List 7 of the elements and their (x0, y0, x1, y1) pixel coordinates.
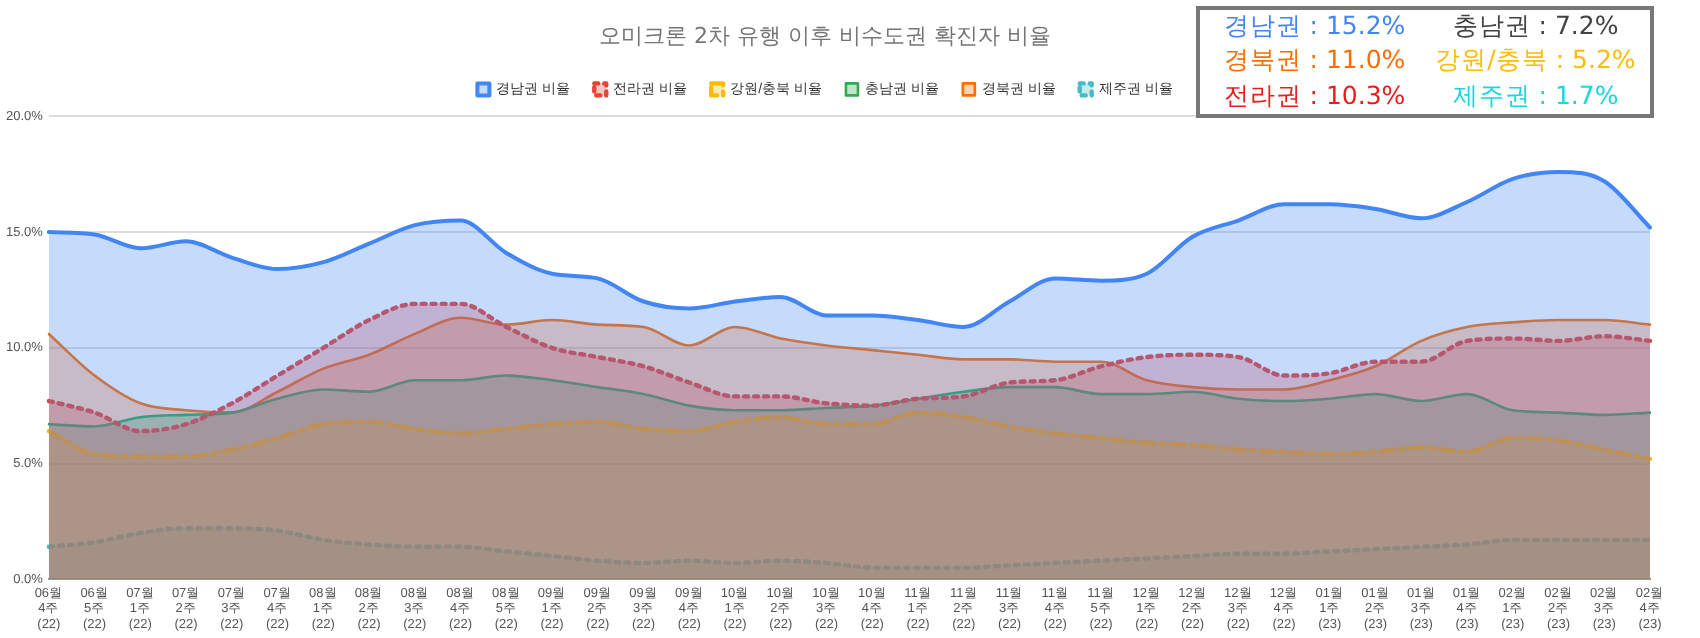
chart-title: 오미크론 2차 유행 이후 비수도권 확진자 비율 (599, 22, 1051, 49)
text: 제주권 : 1.7% (1452, 79, 1619, 114)
text: 경북권 : 11.0% (1223, 44, 1406, 79)
text: 전라권 : 10.3% (1223, 79, 1406, 114)
text: 충남권 : 7.2% (1452, 10, 1619, 45)
text: 경남권 : 15.2% (1223, 10, 1406, 45)
text: 강원/충북 : 5.2% (1435, 44, 1636, 79)
